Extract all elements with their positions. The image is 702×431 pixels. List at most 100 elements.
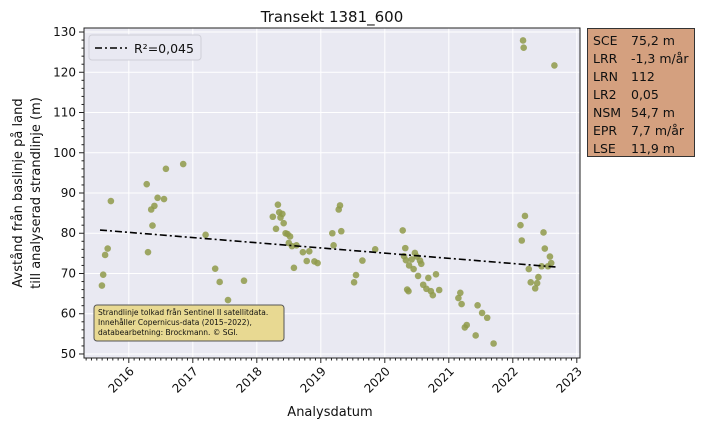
x-axis: 2016 2017 2018 2019 2020 2021 2022 2023 bbox=[85, 358, 585, 396]
x-tick-label: 2017 bbox=[169, 364, 200, 395]
data-point bbox=[518, 237, 526, 244]
data-point bbox=[425, 274, 432, 282]
data-point bbox=[179, 160, 187, 168]
data-point bbox=[547, 259, 555, 267]
data-point bbox=[352, 271, 360, 279]
data-point bbox=[455, 294, 462, 302]
data-points bbox=[98, 37, 558, 347]
data-point bbox=[154, 194, 161, 202]
data-point bbox=[520, 44, 527, 52]
data-point bbox=[435, 286, 443, 294]
y-tick-label: 70 bbox=[61, 266, 76, 280]
data-point bbox=[410, 265, 417, 273]
x-axis-label: Analysdatum bbox=[287, 405, 372, 420]
data-point bbox=[144, 248, 152, 256]
stat-value: 54,7 m bbox=[631, 105, 675, 120]
x-tick-label: 2022 bbox=[489, 364, 520, 395]
data-point bbox=[417, 260, 425, 268]
data-point bbox=[98, 282, 106, 289]
data-point bbox=[414, 272, 422, 280]
data-point bbox=[533, 279, 541, 287]
annotation-line: Strandlinje tolkad från Sentinel II sate… bbox=[98, 308, 268, 317]
data-point bbox=[143, 180, 151, 188]
trend-line-group bbox=[99, 229, 557, 268]
y-axis-label-line1: Avstånd från baslinje på land bbox=[11, 98, 26, 287]
data-point bbox=[432, 270, 440, 278]
data-point bbox=[405, 262, 413, 269]
stat-value: 7,7 m/år bbox=[631, 123, 685, 138]
data-point bbox=[401, 244, 409, 252]
y-tick-label: 130 bbox=[53, 25, 76, 39]
data-point bbox=[279, 210, 286, 218]
data-point bbox=[274, 201, 282, 208]
data-point bbox=[402, 256, 410, 264]
data-point bbox=[540, 229, 547, 236]
data-point bbox=[472, 332, 479, 339]
stat-key: LR2 bbox=[593, 87, 617, 102]
source-annotation: Strandlinje tolkad från Sentinel II sate… bbox=[93, 304, 285, 342]
data-point bbox=[329, 229, 336, 237]
data-point bbox=[551, 62, 558, 69]
data-point bbox=[429, 291, 437, 299]
data-point bbox=[240, 277, 248, 285]
x-tick-label: 2023 bbox=[553, 364, 584, 395]
data-point bbox=[483, 314, 491, 322]
data-point bbox=[202, 231, 209, 239]
data-point bbox=[104, 245, 111, 252]
data-point bbox=[525, 265, 533, 273]
y-tick-label: 90 bbox=[61, 186, 76, 200]
data-point bbox=[371, 246, 379, 253]
data-point bbox=[541, 245, 549, 252]
data-point bbox=[149, 222, 156, 229]
annotation-line: databearbetning: Brockmann. © SGI. bbox=[98, 328, 238, 337]
data-point bbox=[531, 285, 539, 292]
data-point bbox=[160, 195, 168, 203]
x-tick-label: 2020 bbox=[361, 364, 392, 395]
stat-row-lr2: LR2 0,05 bbox=[593, 86, 689, 104]
stat-row-nsm: NSM 54,7 m bbox=[593, 104, 689, 122]
data-point bbox=[299, 248, 307, 256]
data-point bbox=[457, 289, 464, 297]
stat-value: 75,2 m bbox=[631, 33, 675, 48]
stat-key: LRN bbox=[593, 69, 618, 84]
data-point bbox=[286, 233, 294, 240]
data-point bbox=[101, 251, 109, 259]
data-point bbox=[211, 265, 219, 272]
stat-row-epr: EPR 7,7 m/år bbox=[593, 122, 689, 140]
data-point bbox=[405, 287, 412, 295]
x-tick-label: 2019 bbox=[297, 364, 328, 395]
shoreline-statistics-box: SCE 75,2 m LRR -1,3 m/år LRN 112 LR2 0,05 NS… bbox=[587, 28, 695, 157]
data-point bbox=[330, 242, 337, 249]
data-point bbox=[350, 279, 358, 286]
y-axis-label-line2: till analyserad strandlinje (m) bbox=[29, 97, 44, 289]
stat-row-lse: LSE 11,9 m bbox=[593, 140, 689, 158]
x-tick-label: 2021 bbox=[425, 364, 456, 395]
chart-title: Transekt 1381_600 bbox=[260, 8, 404, 27]
data-point bbox=[538, 262, 545, 270]
data-point bbox=[305, 248, 313, 255]
data-point bbox=[535, 273, 542, 281]
stat-row-sce: SCE 75,2 m bbox=[593, 32, 689, 50]
y-tick-label: 110 bbox=[53, 106, 76, 120]
x-tick-label: 2016 bbox=[105, 364, 136, 395]
data-point bbox=[272, 225, 280, 233]
data-point bbox=[408, 256, 415, 263]
data-point bbox=[478, 309, 486, 317]
data-point bbox=[107, 197, 115, 205]
data-point bbox=[517, 221, 524, 229]
y-tick-label: 100 bbox=[53, 146, 76, 160]
stat-key: LRR bbox=[593, 51, 618, 66]
data-point bbox=[216, 278, 223, 286]
annotation-line: Innehåller Copernicus-data (2015–2022), bbox=[98, 318, 252, 327]
legend-box bbox=[88, 34, 202, 61]
stat-value: -1,3 m/år bbox=[631, 51, 689, 66]
data-point bbox=[151, 202, 158, 210]
x-tick-label: 2018 bbox=[233, 364, 264, 395]
stat-key: LSE bbox=[593, 141, 616, 156]
data-point bbox=[359, 257, 366, 264]
stat-value: 0,05 bbox=[631, 87, 659, 102]
y-tick-label: 50 bbox=[61, 347, 76, 361]
data-point bbox=[280, 219, 287, 227]
data-point bbox=[99, 271, 107, 278]
data-point bbox=[290, 264, 298, 272]
